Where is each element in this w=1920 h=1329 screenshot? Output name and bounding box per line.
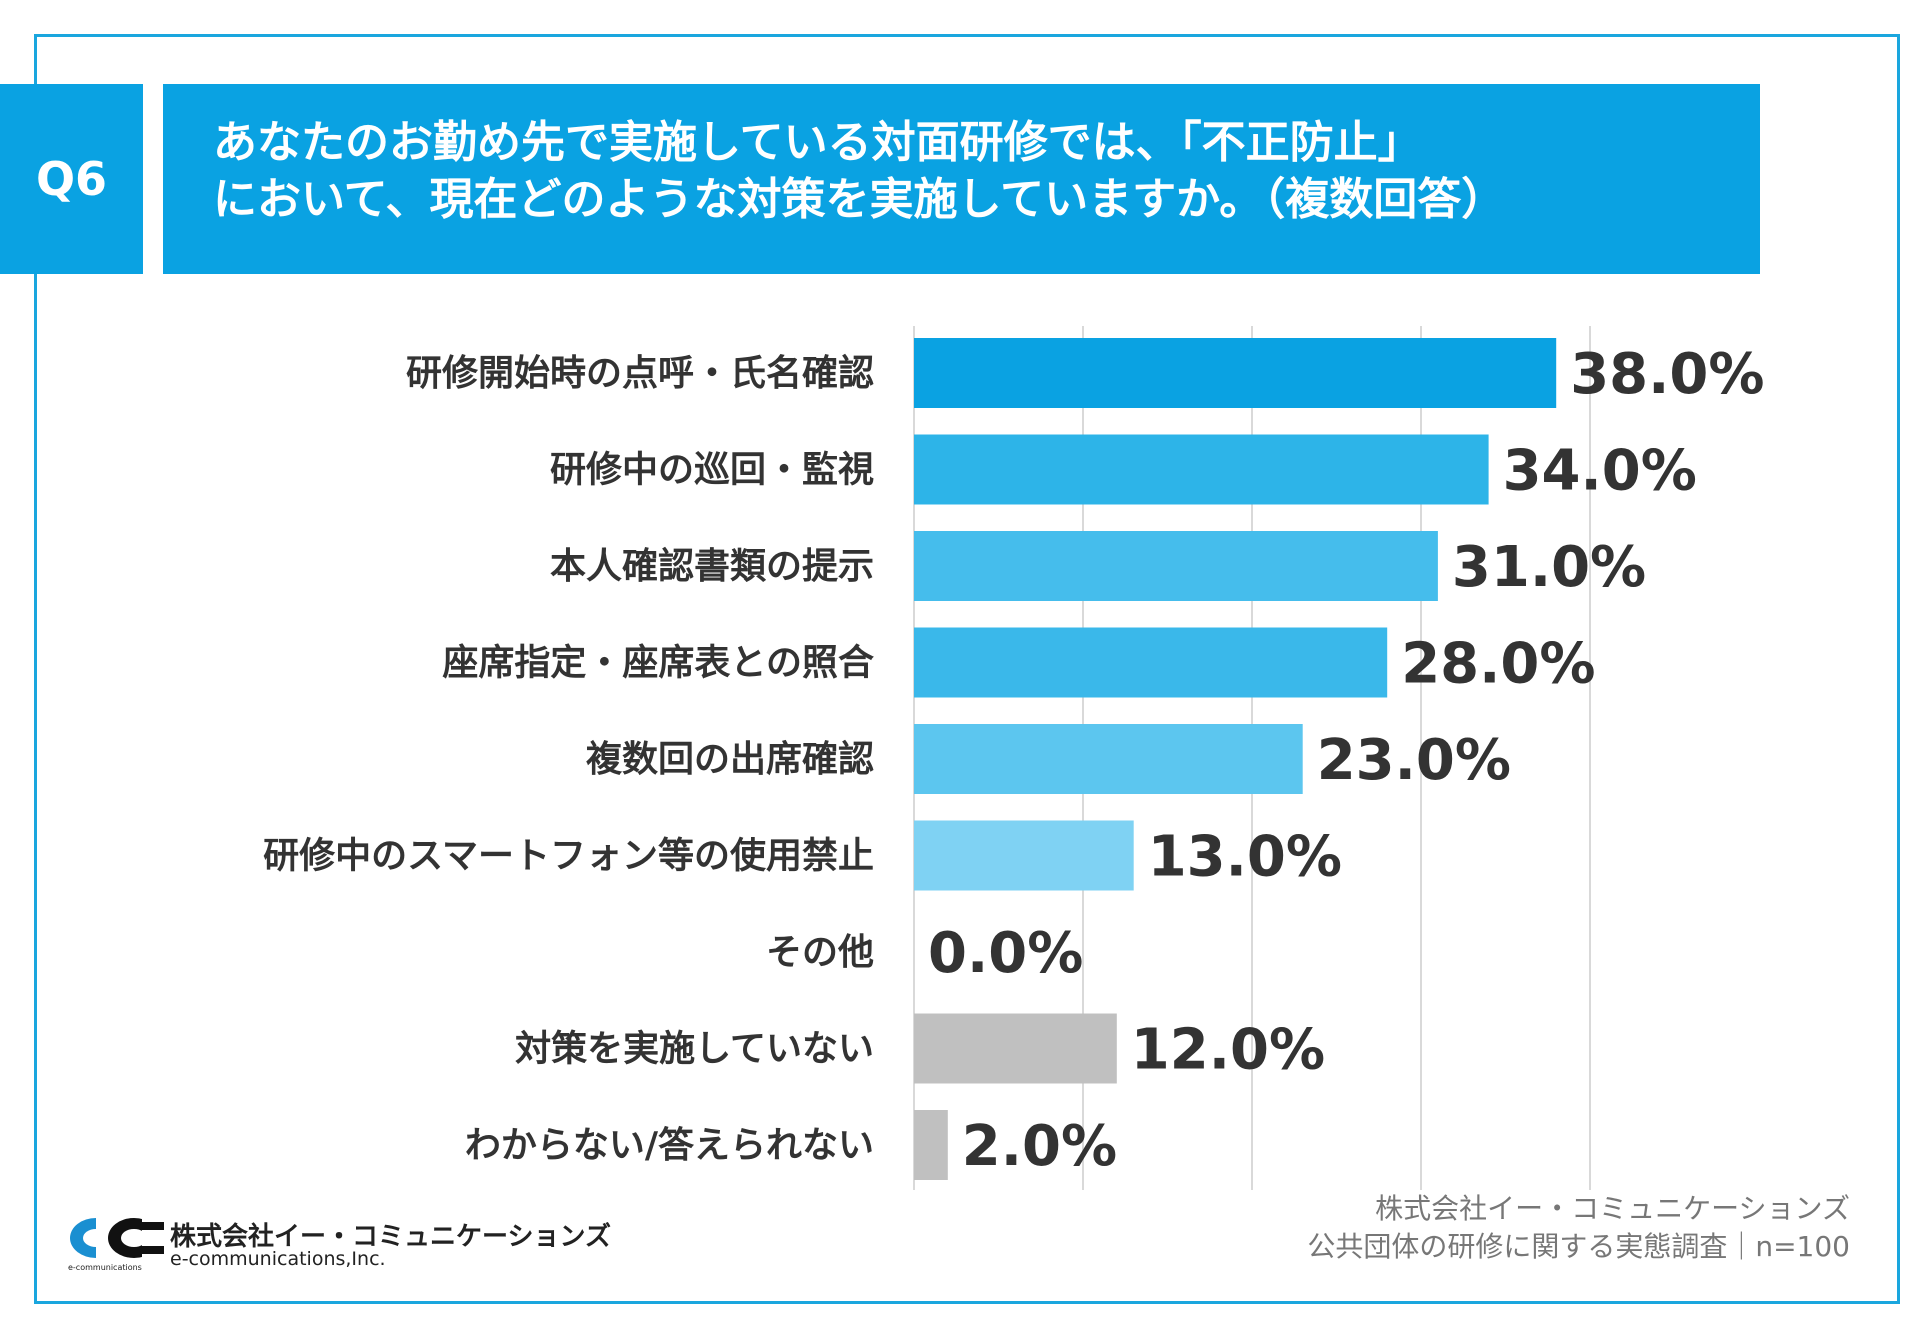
category-label: 研修開始時の点呼・氏名確認 [406,353,874,394]
credit-survey: 公共団体の研修に関する実態調査｜n=100 [1307,1230,1850,1263]
value-label: 31.0% [1452,535,1646,600]
bar [914,1013,1117,1084]
company-logo: e-communications 株式会社イー・コミュニケーションズ e-com… [68,1216,611,1276]
question-title: あなたのお勤め先で実施している対面研修では、「不正防止」 において、現在どのよう… [163,84,1760,274]
bar [914,627,1388,698]
source-credit: 株式会社イー・コミュニケーションズ 公共団体の研修に関する実態調査｜n=100 [1307,1190,1850,1266]
value-label: 0.0% [928,921,1083,986]
logo-company-en: e-communications,Inc. [170,1248,386,1270]
category-label: わからない/答えられない [465,1125,874,1166]
bar [914,338,1557,408]
value-label: 28.0% [1401,632,1595,697]
value-label: 38.0% [1570,342,1764,407]
bar [914,434,1489,505]
bar [914,1110,948,1180]
bar [914,531,1438,601]
category-label: 対策を実施していない [515,1029,874,1070]
category-label: 複数回の出席確認 [586,739,874,780]
credit-company: 株式会社イー・コミュニケーションズ [1375,1192,1850,1225]
question-badge: Q6 [0,84,143,274]
value-label: 12.0% [1131,1018,1325,1083]
category-label: 研修中の巡回・監視 [550,450,874,491]
outer-frame [34,34,1900,1304]
logo-mark-icon [70,1216,168,1260]
category-label: その他 [766,932,874,973]
title-line-1: あなたのお勤め先で実施している対面研修では、「不正防止」 [213,117,1422,168]
value-label: 23.0% [1317,728,1511,793]
category-label: 座席指定・座席表との照合 [442,643,874,684]
category-label: 研修中のスマートフォン等の使用禁止 [263,836,874,877]
logo-small-text: e-communications [68,1263,142,1272]
bar [914,724,1303,794]
value-label: 13.0% [1148,825,1342,890]
category-label: 本人確認書類の提示 [550,546,874,587]
title-line-2: において、現在どのような対策を実施していますか。（複数回答） [213,174,1506,225]
logo-company-jp: 株式会社イー・コミュニケーションズ [170,1222,611,1252]
bar [914,820,1134,891]
value-label: 2.0% [962,1114,1117,1179]
value-label: 34.0% [1503,439,1697,504]
